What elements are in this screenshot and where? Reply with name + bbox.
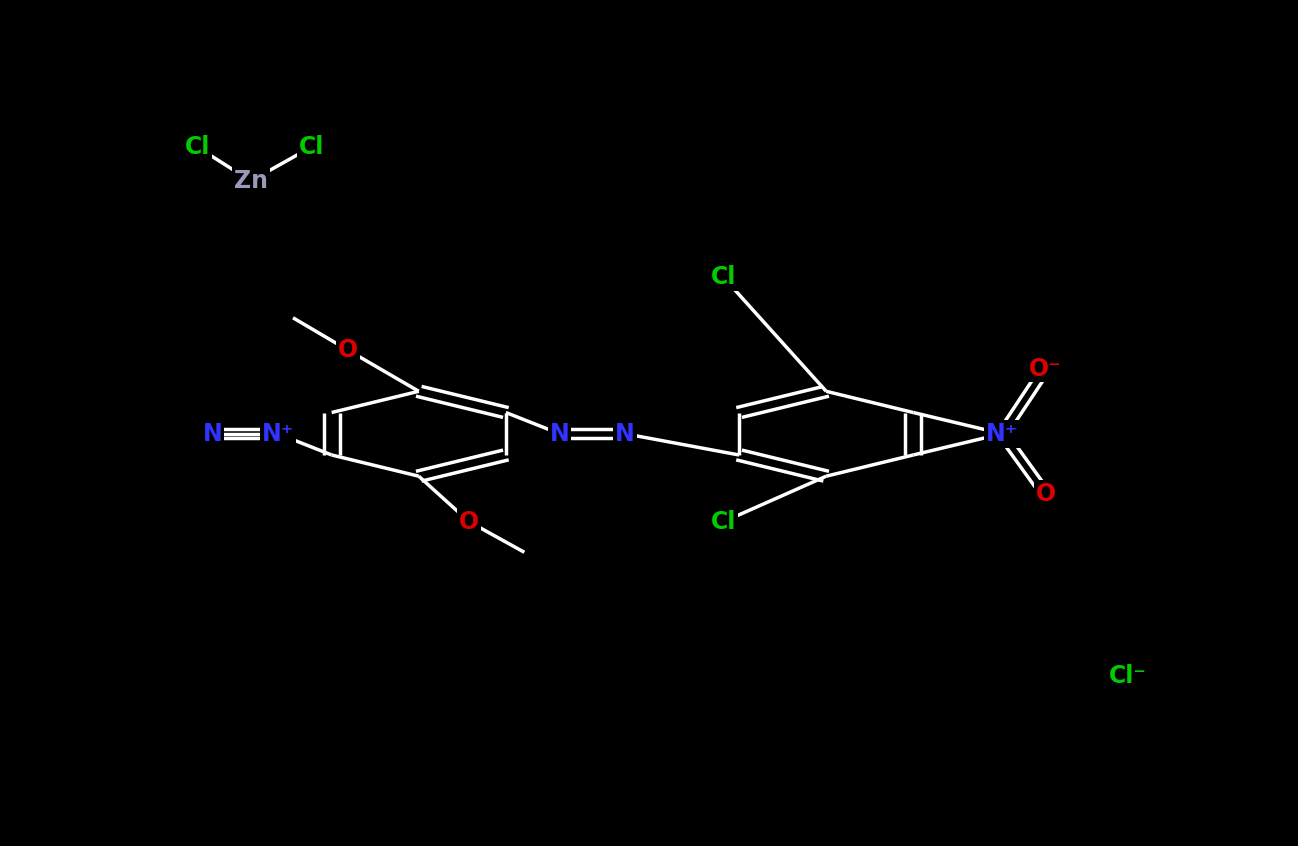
Text: N⁺: N⁺ (986, 422, 1019, 446)
Text: Cl: Cl (299, 135, 323, 159)
Text: Cl: Cl (711, 509, 736, 534)
Text: O: O (339, 338, 358, 362)
Text: Cl: Cl (711, 266, 736, 289)
Text: O⁻: O⁻ (1029, 357, 1062, 381)
Text: Cl: Cl (184, 135, 210, 159)
Text: N⁺: N⁺ (262, 422, 295, 446)
Text: Cl⁻: Cl⁻ (1108, 664, 1147, 688)
Text: N: N (615, 422, 635, 446)
Text: O: O (459, 509, 479, 534)
Text: Zn: Zn (234, 169, 267, 193)
Text: N: N (550, 422, 570, 446)
Text: N: N (202, 422, 222, 446)
Text: O: O (1036, 481, 1055, 506)
